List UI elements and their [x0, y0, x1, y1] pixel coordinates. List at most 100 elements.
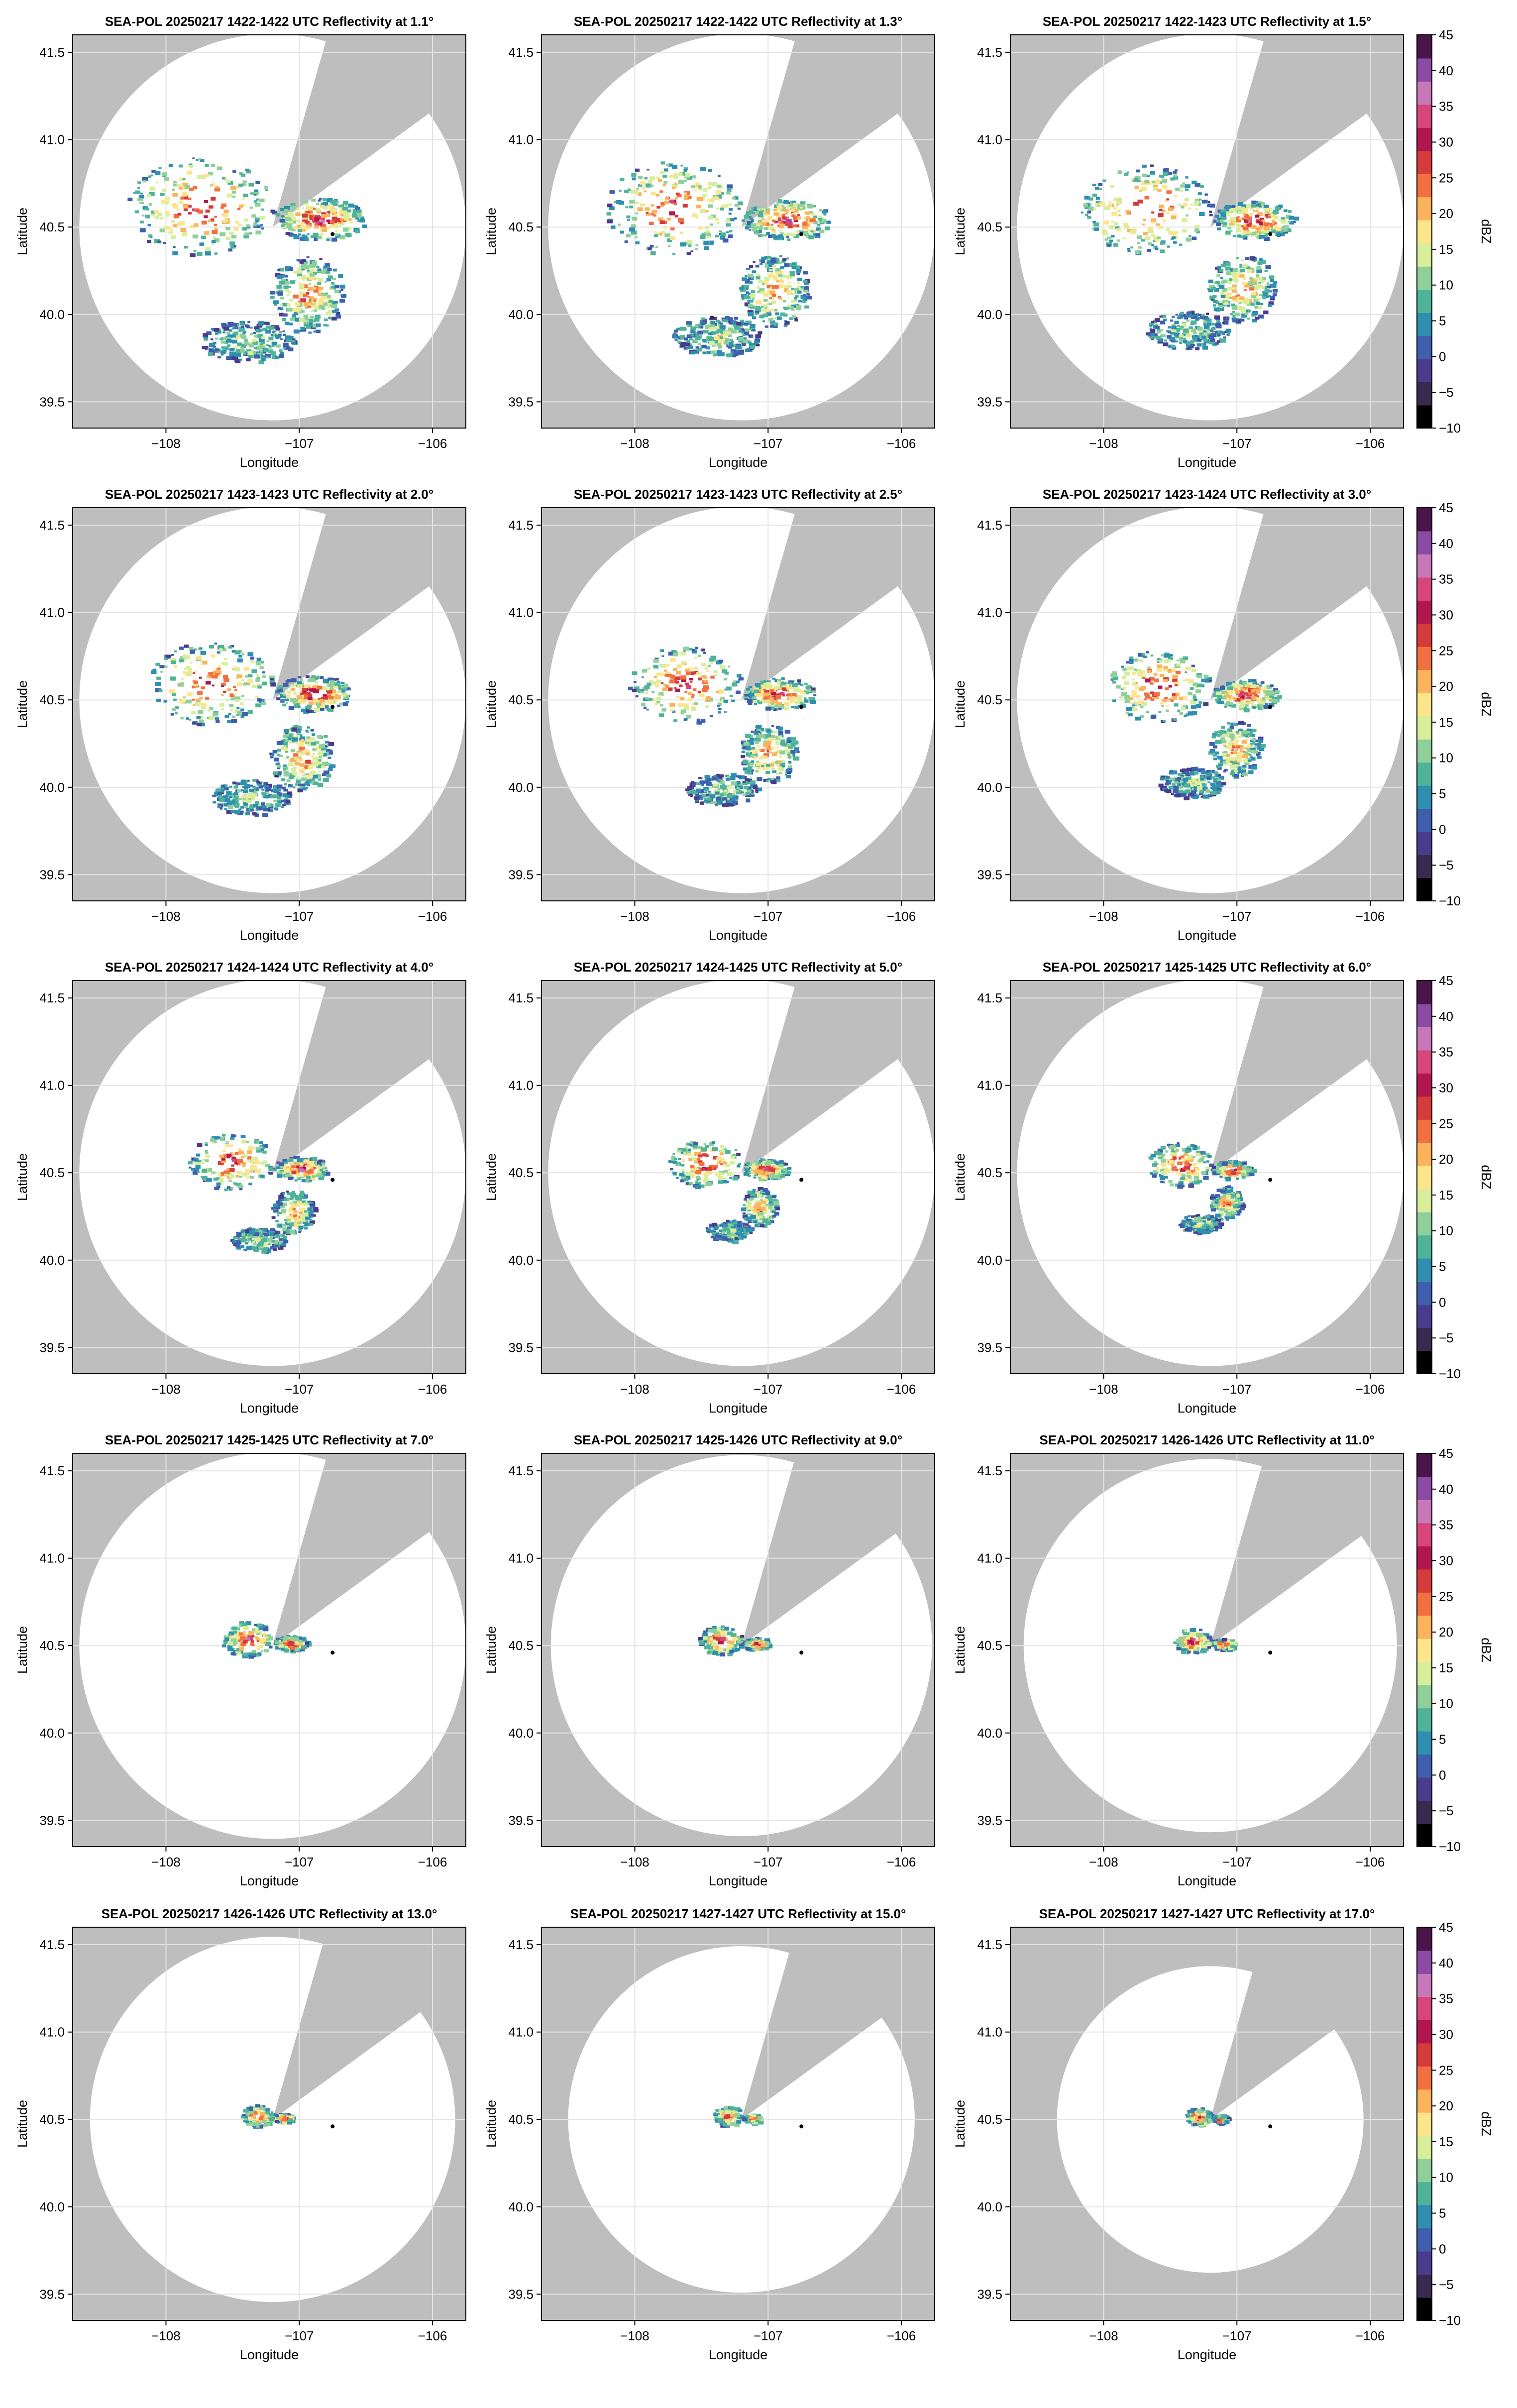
echo-cell: [703, 231, 707, 234]
echo-cell: [738, 785, 743, 789]
echo-cell: [1214, 215, 1219, 218]
echo-cell: [1254, 305, 1258, 309]
echo-cell: [261, 227, 264, 230]
echo-cell: [769, 689, 774, 693]
echo-cell: [301, 685, 305, 687]
echo-cell: [1229, 222, 1234, 225]
echo-cell: [766, 729, 771, 733]
echo-cell: [304, 781, 310, 785]
echo-cell: [222, 336, 227, 340]
echo-cell: [805, 686, 810, 690]
echo-cell: [204, 338, 208, 341]
echo-cell: [1131, 228, 1137, 232]
echo-cell: [182, 195, 189, 200]
echo-cell: [1141, 187, 1147, 191]
echo-cell: [220, 206, 224, 209]
echo-cell: [757, 209, 761, 213]
echo-cell: [798, 266, 802, 269]
echo-cell: [300, 768, 305, 771]
echo-cell: [761, 281, 767, 285]
echo-cell: [708, 332, 713, 335]
echo-cell: [235, 186, 240, 189]
echo-cell: [1269, 212, 1272, 214]
echo-cell: [1213, 281, 1218, 284]
echo-cell: [786, 689, 790, 692]
echo-cell: [1162, 720, 1166, 722]
echo-cell: [301, 259, 306, 262]
echo-cell: [1173, 176, 1179, 180]
echo-cell: [769, 777, 773, 780]
echo-cell: [777, 735, 782, 739]
echo-cell: [1232, 268, 1238, 272]
echo-cell: [233, 245, 236, 247]
y-axis-label: Latitude: [484, 208, 499, 255]
echo-cell: [735, 790, 739, 792]
echo-cell: [196, 159, 199, 161]
echo-cell: [1201, 678, 1206, 682]
echo-cell: [771, 730, 774, 733]
echo-cell: [692, 790, 698, 794]
echo-cell: [1245, 309, 1250, 313]
echo-cell: [338, 224, 342, 227]
echo-cell: [332, 208, 337, 211]
echo-cell: [754, 703, 758, 705]
echo-cell: [293, 753, 299, 757]
echo-cell: [240, 789, 243, 792]
echo-cell: [275, 334, 281, 338]
echo-cell: [1232, 685, 1236, 689]
echo-cell: [745, 778, 750, 781]
echo-cell: [264, 785, 269, 789]
echo-cell: [758, 214, 763, 218]
echo-cell: [209, 715, 215, 720]
echo-cell: [778, 756, 782, 758]
echo-cell: [1268, 304, 1273, 307]
echo-cell: [758, 211, 763, 215]
echo-cell: [717, 705, 720, 707]
echo-cell: [680, 327, 686, 331]
echo-cell: [306, 730, 309, 733]
echo-cell: [224, 787, 229, 791]
y-tick-label: 41.5: [39, 45, 65, 60]
echo-cell: [1262, 228, 1266, 231]
echo-cell: [744, 302, 750, 307]
echo-cell: [779, 221, 783, 224]
echo-cell: [656, 176, 660, 180]
echo-cell: [645, 691, 648, 694]
echo-cell: [313, 232, 319, 237]
echo-cell: [300, 221, 305, 225]
echo-cell: [283, 765, 287, 768]
echo-cell: [802, 300, 807, 303]
echo-cell: [1210, 338, 1215, 342]
echo-cell: [747, 790, 752, 793]
echo-cell: [294, 762, 300, 766]
echo-cell: [155, 662, 160, 666]
echo-cell: [756, 762, 761, 766]
echo-cell: [739, 330, 742, 332]
echo-cell: [171, 654, 174, 656]
echo-cell: [683, 344, 690, 349]
echo-cell: [1261, 286, 1265, 289]
echo-cell: [776, 702, 782, 706]
echo-cell: [735, 345, 741, 349]
echo-cell: [167, 231, 171, 234]
echo-cell: [1256, 206, 1260, 209]
echo-cell: [1126, 171, 1129, 174]
echo-cell: [199, 647, 203, 650]
echo-cell: [779, 223, 784, 227]
echo-cell: [290, 336, 294, 338]
echo-cell: [328, 694, 331, 697]
echo-cell: [1236, 273, 1240, 276]
echo-cell: [1275, 207, 1280, 211]
panel-title: SEA-POL 20250217 1422-1423 UTC Reflectiv…: [1043, 14, 1371, 29]
echo-cell: [760, 749, 765, 753]
echo-cell: [719, 659, 724, 663]
echo-cell: [777, 296, 781, 299]
echo-cell: [331, 237, 337, 242]
echo-cell: [239, 349, 245, 353]
echo-cell: [772, 233, 776, 237]
echo-cell: [197, 175, 203, 179]
echo-cell: [1175, 778, 1180, 782]
echo-cell: [1247, 749, 1252, 753]
echo-cell: [710, 200, 714, 203]
echo-cell: [208, 348, 214, 352]
